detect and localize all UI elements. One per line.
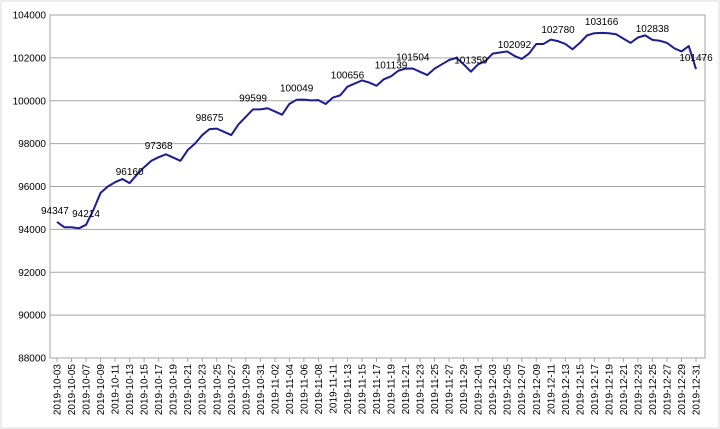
x-tick-label: 2019-11-13 xyxy=(343,364,354,415)
x-tick-label: 2019-12-25 xyxy=(648,364,659,416)
x-tick-label: 2019-12-15 xyxy=(575,364,586,416)
data-label: 97368 xyxy=(145,141,173,152)
x-tick-label: 2019-12-01 xyxy=(474,364,485,416)
x-tick-label: 2019-11-06 xyxy=(299,364,310,415)
y-tick-label: 98000 xyxy=(18,139,46,150)
x-tick-label: 2019-12-05 xyxy=(503,364,514,416)
x-tick-label: 2019-11-11 xyxy=(328,364,339,414)
x-tick-label: 2019-10-05 xyxy=(67,364,78,416)
x-tick-label: 2019-12-23 xyxy=(633,364,644,416)
data-label: 102780 xyxy=(541,25,575,36)
x-tick-label: 2019-10-11 xyxy=(111,364,122,415)
x-tick-label: 2019-12-03 xyxy=(488,364,499,416)
x-tick-label: 2019-12-11 xyxy=(546,364,557,415)
x-tick-label: 2019-10-07 xyxy=(82,364,93,416)
x-tick-label: 2019-11-02 xyxy=(270,364,281,415)
y-tick-label: 96000 xyxy=(18,182,46,193)
x-tick-label: 2019-11-17 xyxy=(372,364,383,415)
data-label: 99599 xyxy=(239,93,267,104)
x-tick-label: 2019-12-19 xyxy=(604,364,615,416)
x-tick-label: 2019-11-27 xyxy=(445,364,456,415)
y-tick-label: 88000 xyxy=(18,354,46,365)
data-label: 100049 xyxy=(280,84,314,95)
x-tick-label: 2019-10-03 xyxy=(53,364,64,416)
x-tick-label: 2019-10-17 xyxy=(154,364,165,416)
x-tick-label: 2019-10-13 xyxy=(125,364,136,416)
x-tick-label: 2019-10-09 xyxy=(96,364,107,416)
x-tick-label: 2019-12-21 xyxy=(619,364,630,416)
line-series xyxy=(56,31,697,230)
data-label: 102838 xyxy=(636,24,670,35)
x-tick-label: 2019-10-21 xyxy=(183,364,194,416)
data-label: 103166 xyxy=(585,17,619,28)
data-label: 94214 xyxy=(72,209,100,220)
x-tick-label: 2019-10-25 xyxy=(212,364,223,416)
x-tick-label: 2019-12-17 xyxy=(590,364,601,416)
x-tick-label: 2019-11-04 xyxy=(285,364,296,415)
y-tick-label: 102000 xyxy=(13,53,47,64)
x-tick-label: 2019-11-21 xyxy=(401,364,412,415)
data-label: 98675 xyxy=(196,113,224,124)
x-tick-label: 2019-12-31 xyxy=(692,364,703,416)
data-label: 101359 xyxy=(454,56,488,67)
x-tick-label: 2019-10-29 xyxy=(241,364,252,416)
data-label: 101504 xyxy=(396,53,430,64)
x-tick-label: 2019-11-23 xyxy=(416,364,427,415)
data-label: 94347 xyxy=(41,206,69,217)
data-label: 101139 xyxy=(375,60,408,71)
x-tick-label: 2019-11-19 xyxy=(387,364,398,415)
x-tick-label: 2019-10-19 xyxy=(169,364,180,416)
y-tick-label: 94000 xyxy=(18,225,46,236)
data-label: 102092 xyxy=(498,40,532,51)
x-tick-label: 2019-12-27 xyxy=(662,364,673,416)
x-tick-label: 2019-12-07 xyxy=(517,364,528,416)
plot-border xyxy=(49,14,706,359)
data-label: 101476 xyxy=(679,53,713,64)
x-tick-label: 2019-10-27 xyxy=(227,364,238,416)
y-tick-label: 104000 xyxy=(13,11,47,22)
x-tick-label: 2019-11-08 xyxy=(314,364,325,415)
x-tick-label: 2019-11-25 xyxy=(430,364,441,415)
x-tick-label: 2019-10-23 xyxy=(198,364,209,416)
x-tick-label: 2019-12-13 xyxy=(561,364,572,416)
data-label: 100656 xyxy=(331,71,365,82)
x-tick-label: 2019-10-15 xyxy=(140,364,151,416)
y-tick-label: 90000 xyxy=(18,311,46,322)
x-tick-label: 2019-12-29 xyxy=(677,364,688,416)
y-tick-label: 92000 xyxy=(18,268,46,279)
x-tick-label: 2019-10-31 xyxy=(256,364,267,416)
x-tick-label: 2019-11-29 xyxy=(459,364,470,415)
data-label: 96160 xyxy=(116,167,144,178)
x-tick-label: 2019-12-09 xyxy=(532,364,543,416)
y-tick-label: 100000 xyxy=(13,96,47,107)
x-tick-label: 2019-11-15 xyxy=(357,364,368,415)
